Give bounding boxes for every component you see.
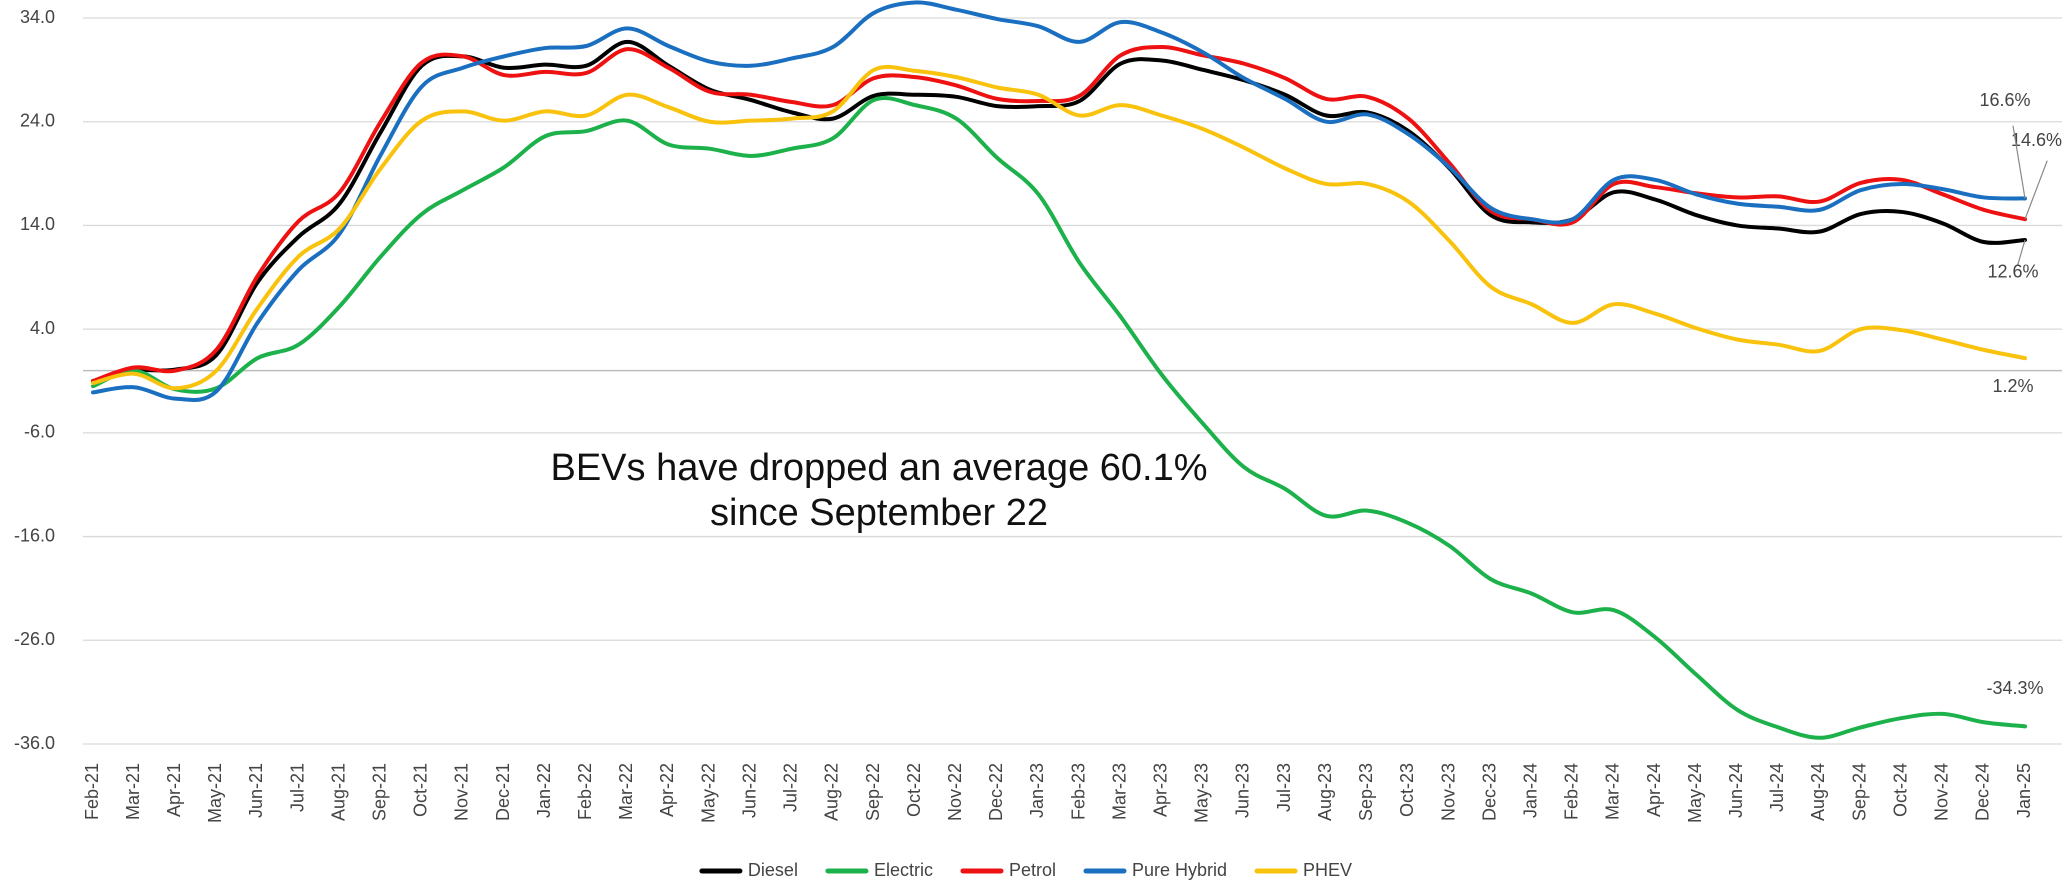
x-tick-label: Nov-24 bbox=[1932, 763, 1952, 821]
x-tick-label: Mar-22 bbox=[616, 763, 636, 820]
x-tick-label: Feb-22 bbox=[575, 763, 595, 820]
legend-item: Pure Hybrid bbox=[1083, 860, 1227, 880]
x-tick-label: Mar-23 bbox=[1109, 763, 1129, 820]
y-tick-label: 34.0 bbox=[20, 7, 55, 27]
x-tick-label: Sep-24 bbox=[1849, 763, 1869, 821]
x-tick-label: Feb-24 bbox=[1562, 763, 1582, 820]
annotation: since September 22 bbox=[710, 492, 1048, 534]
x-tick-label: Nov-21 bbox=[452, 763, 472, 821]
legend-label: PHEV bbox=[1303, 860, 1352, 880]
line-series bbox=[91, 64, 2027, 391]
y-tick-label: 14.0 bbox=[20, 214, 55, 234]
x-tick-label: Feb-23 bbox=[1068, 763, 1088, 820]
x-tick-label: Jan-23 bbox=[1027, 763, 1047, 818]
x-tick-label: May-23 bbox=[1192, 763, 1212, 823]
x-tick-label: Jan-24 bbox=[1520, 763, 1540, 818]
annotation: BEVs have dropped an average 60.1% bbox=[550, 447, 1207, 489]
x-tick-label: May-24 bbox=[1685, 763, 1705, 823]
line-series bbox=[91, 95, 2027, 740]
x-tick-label: Aug-24 bbox=[1808, 763, 1828, 821]
x-tick-label: Jul-23 bbox=[1274, 763, 1294, 812]
x-tick-label: Jun-23 bbox=[1233, 763, 1253, 818]
x-tick-label: Oct-21 bbox=[411, 763, 431, 817]
x-tick-label: Dec-23 bbox=[1479, 763, 1499, 821]
legend-label: Diesel bbox=[748, 860, 798, 880]
x-tick-label: Sep-23 bbox=[1356, 763, 1376, 821]
x-tick-label: Dec-24 bbox=[1973, 763, 1993, 821]
legend-item: Diesel bbox=[699, 860, 798, 880]
legend-label: Pure Hybrid bbox=[1132, 860, 1227, 880]
data-label: 12.6% bbox=[1987, 262, 2038, 282]
x-tick-label: Sep-22 bbox=[863, 763, 883, 821]
leader-line bbox=[2024, 160, 2048, 220]
x-tick-label: Sep-21 bbox=[369, 763, 389, 821]
line-series bbox=[91, 39, 2027, 383]
leader-line bbox=[2017, 239, 2026, 265]
x-tick-label: Jun-24 bbox=[1726, 763, 1746, 818]
y-tick-label: -36.0 bbox=[14, 733, 55, 753]
x-tick-label: Apr-24 bbox=[1644, 763, 1664, 817]
line-series bbox=[91, 0, 2027, 402]
y-tick-label: -16.0 bbox=[14, 525, 55, 545]
x-tick-label: Mar-24 bbox=[1603, 763, 1623, 820]
x-tick-label: Jan-22 bbox=[534, 763, 554, 818]
x-tick-label: Jul-22 bbox=[781, 763, 801, 812]
legend-item: Petrol bbox=[960, 860, 1056, 880]
x-tick-label: Oct-24 bbox=[1890, 763, 1910, 817]
x-tick-label: Mar-21 bbox=[123, 763, 143, 820]
x-tick-label: Nov-22 bbox=[945, 763, 965, 821]
x-tick-label: Apr-22 bbox=[657, 763, 677, 817]
y-tick-label: 24.0 bbox=[20, 110, 55, 130]
x-tick-label: Oct-23 bbox=[1397, 763, 1417, 817]
y-tick-label: -6.0 bbox=[24, 422, 55, 442]
x-tick-label: Aug-22 bbox=[822, 763, 842, 821]
x-tick-label: Feb-21 bbox=[82, 763, 102, 820]
x-tick-label: May-22 bbox=[698, 763, 718, 823]
x-tick-label: Jun-21 bbox=[246, 763, 266, 818]
line-series bbox=[91, 45, 2027, 383]
data-label: 16.6% bbox=[1979, 90, 2030, 110]
legend-label: Electric bbox=[874, 860, 933, 880]
data-label: 1.2% bbox=[1992, 376, 2033, 396]
legend-item: Electric bbox=[825, 860, 933, 880]
legend-item: PHEV bbox=[1254, 860, 1352, 880]
y-tick-label: -26.0 bbox=[14, 629, 55, 649]
x-tick-label: Jul-21 bbox=[287, 763, 307, 812]
data-label: -34.3% bbox=[1986, 678, 2043, 698]
x-tick-label: Nov-23 bbox=[1438, 763, 1458, 821]
y-tick-label: 4.0 bbox=[30, 318, 55, 338]
x-tick-label: Jun-22 bbox=[739, 763, 759, 818]
x-tick-label: Apr-21 bbox=[164, 763, 184, 817]
x-tick-label: Dec-22 bbox=[986, 763, 1006, 821]
leader-line bbox=[2012, 125, 2026, 199]
x-tick-label: Jul-24 bbox=[1767, 763, 1787, 812]
x-tick-label: Apr-23 bbox=[1151, 763, 1171, 817]
x-tick-label: May-21 bbox=[205, 763, 225, 823]
data-label: 14.6% bbox=[2011, 130, 2062, 150]
x-tick-label: Jan-25 bbox=[2014, 763, 2034, 818]
x-tick-label: Aug-23 bbox=[1315, 763, 1335, 821]
legend-label: Petrol bbox=[1009, 860, 1056, 880]
x-tick-label: Oct-22 bbox=[904, 763, 924, 817]
x-tick-label: Dec-21 bbox=[493, 763, 513, 821]
x-tick-label: Aug-21 bbox=[328, 763, 348, 821]
